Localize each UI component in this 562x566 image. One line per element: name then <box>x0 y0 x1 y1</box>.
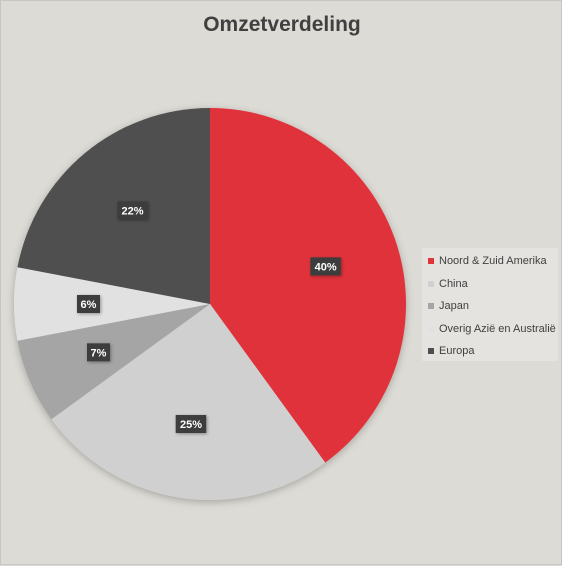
legend-swatch <box>428 280 434 287</box>
data-labels: 40% 25% 7% 6% 22% <box>77 201 341 433</box>
data-label-text: 7% <box>91 347 107 359</box>
legend-item-3: Japan <box>422 295 558 318</box>
legend-item-4: Overig Azië en Australië <box>422 318 558 341</box>
legend-item-5: Europa <box>422 340 558 363</box>
data-label-box <box>175 415 207 433</box>
data-label-text: 22% <box>121 205 143 217</box>
pie-slice-1 <box>210 108 407 463</box>
data-label-4: 6% <box>77 295 100 313</box>
legend-swatch <box>428 303 434 310</box>
pie-slices <box>13 108 407 501</box>
legend-label: Japan <box>439 300 469 313</box>
pie-slice-2 <box>51 304 326 501</box>
data-label-2: 25% <box>175 415 207 433</box>
data-label-text: 6% <box>81 299 97 311</box>
pie-slice-5 <box>17 108 210 304</box>
pie-slice-3 <box>17 304 210 420</box>
data-label-box <box>77 295 100 313</box>
legend-label: Europa <box>439 345 475 358</box>
data-label-box <box>87 343 110 362</box>
data-label-3: 7% <box>87 343 110 362</box>
data-label-5: 22% <box>117 201 148 220</box>
legend-label: Overig Azië en Australië <box>439 322 556 335</box>
legend-swatch <box>428 348 434 355</box>
pie-slice-4 <box>13 267 211 341</box>
legend-item-2: China <box>422 273 558 296</box>
legend-label: China <box>439 277 468 290</box>
legend-swatch <box>428 258 434 265</box>
legend-label: Noord & Zuid Amerika <box>439 255 547 268</box>
legend-item-1: Noord & Zuid Amerika <box>422 250 558 273</box>
data-label-text: 25% <box>180 419 202 431</box>
legend: Noord & Zuid Amerika China Japan Overig Azi… <box>422 248 558 361</box>
data-label-1: 40% <box>310 257 341 276</box>
chart-title: Omzetverdeling <box>203 13 361 36</box>
data-label-box <box>117 201 148 220</box>
data-label-box <box>310 257 341 276</box>
data-label-text: 40% <box>315 261 337 273</box>
legend-swatch <box>428 325 434 332</box>
